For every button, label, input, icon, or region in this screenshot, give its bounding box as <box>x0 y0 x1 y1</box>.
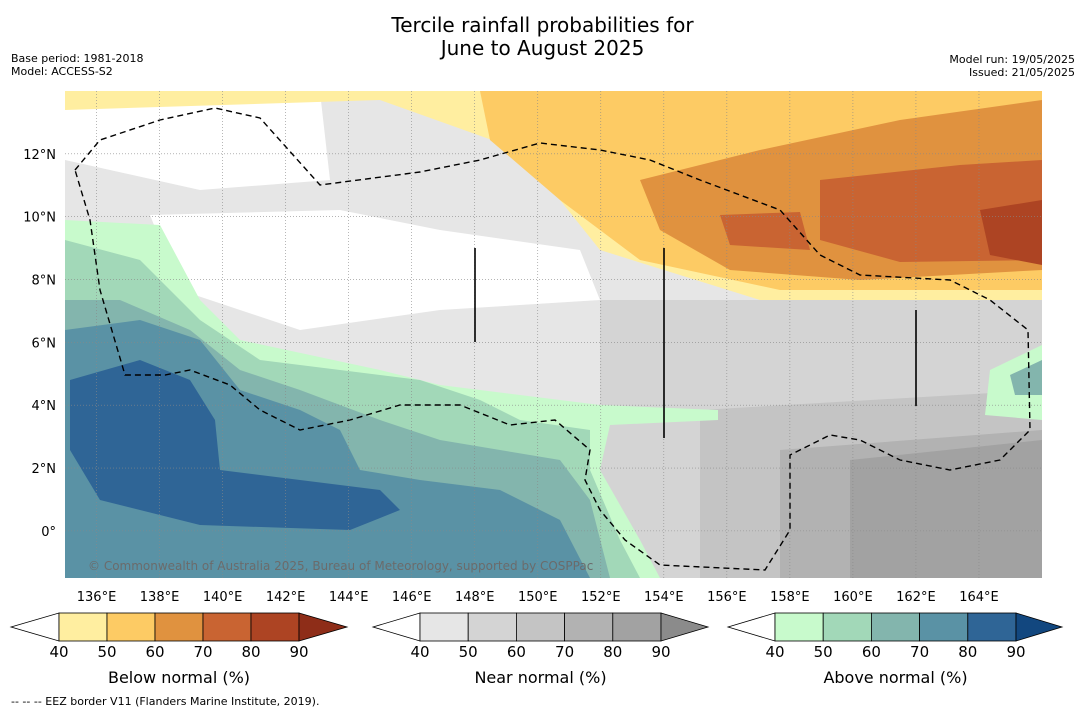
title-line-1: Tercile rainfall probabilities for <box>391 13 694 37</box>
copyright-credit: © Commonwealth of Australia 2025, Bureau… <box>88 559 594 573</box>
issued-text: Issued: 21/05/2025 <box>968 66 1075 79</box>
page-title: Tercile rainfall probabilities for June … <box>0 14 1085 60</box>
colorbar-tick-label: 90 <box>289 643 309 661</box>
colorbar-tick-label: 50 <box>97 643 117 661</box>
longitude-tick-label: 140°E <box>203 590 243 605</box>
colorbar-min-extension <box>9 612 60 642</box>
colorbar-tick-label: 60 <box>861 643 881 661</box>
eez-border <box>74 107 1031 571</box>
longitude-tick-label: 148°E <box>455 590 495 605</box>
colorbar-min-extension <box>726 612 776 642</box>
colorbar-swatch <box>154 612 204 642</box>
colorbar-swatch <box>774 612 824 642</box>
colorbar-tick-label: 80 <box>241 643 261 661</box>
colorbar-tick-label: 80 <box>958 643 978 661</box>
longitude-tick-label: 142°E <box>266 590 306 605</box>
colorbar-swatch <box>822 612 872 642</box>
above-normal-60-region-east <box>1010 360 1042 395</box>
colorbar-tick-label: 70 <box>193 643 213 661</box>
longitude-tick-label: 160°E <box>833 590 873 605</box>
longitude-tick-label: 138°E <box>140 590 180 605</box>
colorbar-tick-label: 90 <box>1006 643 1026 661</box>
latitude-tick-label: 8°N <box>32 274 57 289</box>
colorbar-swatch <box>202 612 252 642</box>
colorbar-title: Near normal (%) <box>474 668 607 687</box>
colorbar-tick-label: 50 <box>458 643 478 661</box>
graticule <box>65 91 1042 578</box>
colorbar-tick-label: 60 <box>145 643 165 661</box>
meta-left: Base period: 1981-2018 Model: ACCESS-S2 <box>11 52 143 78</box>
latitude-tick-labels: 12°N 10°N 8°N 6°N 4°N 2°N 0° <box>23 148 56 540</box>
longitude-tick-label: 136°E <box>77 590 117 605</box>
colorbar-tick-label: 90 <box>651 643 671 661</box>
above-normal-80-region <box>70 360 400 530</box>
below-normal-70-region-2 <box>720 212 810 250</box>
longitude-tick-label: 158°E <box>770 590 810 605</box>
latitude-tick-label: 0° <box>41 525 56 540</box>
colorbar-title: Above normal (%) <box>823 668 968 687</box>
colorbar-tick-label: 40 <box>49 643 69 661</box>
colorbar-tick-label: 70 <box>910 643 930 661</box>
longitude-tick-label: 144°E <box>329 590 369 605</box>
below-normal-80-region <box>980 200 1042 265</box>
colorbar-tick-label: 60 <box>506 643 526 661</box>
latitude-tick-label: 4°N <box>32 399 57 414</box>
colorbar-min-extension <box>371 612 421 642</box>
latitude-tick-label: 2°N <box>32 462 57 477</box>
colorbar-tick-label: 50 <box>813 643 833 661</box>
longitude-tick-label: 156°E <box>707 590 747 605</box>
colorbar-tick-label: 70 <box>555 643 575 661</box>
colorbar-swatch <box>967 612 1017 642</box>
map-field <box>65 91 1042 578</box>
longitude-tick-label: 150°E <box>518 590 558 605</box>
latitude-tick-label: 10°N <box>23 211 56 226</box>
colorbar-max-extension <box>660 612 710 642</box>
longitude-tick-label: 164°E <box>959 590 999 605</box>
colorbar-swatch <box>919 612 969 642</box>
colorbar-tick-label: 40 <box>410 643 430 661</box>
colorbar-swatch <box>612 612 662 642</box>
title-line-2: June to August 2025 <box>440 36 645 60</box>
colorbar-swatch <box>564 612 614 642</box>
longitude-tick-label: 162°E <box>896 590 936 605</box>
longitude-tick-labels: 136°E 138°E 140°E 142°E 144°E 146°E 148°E 150°E… <box>77 590 999 605</box>
model-text: Model: ACCESS-S2 <box>11 65 113 78</box>
no-signal-region-north <box>65 92 330 190</box>
footnote: -- -- -- EEZ border V11 (Flanders Marine… <box>11 695 320 708</box>
colorbar-swatch <box>871 612 921 642</box>
colorbars <box>9 612 1064 642</box>
longitude-tick-label: 146°E <box>392 590 432 605</box>
colorbar-tick-label: 80 <box>603 643 623 661</box>
latitude-tick-label: 12°N <box>23 148 56 163</box>
meta-right: Model run: 19/05/2025 Issued: 21/05/2025 <box>949 53 1075 79</box>
colorbar-swatch <box>250 612 300 642</box>
colorbar-swatch <box>106 612 156 642</box>
longitude-tick-label: 154°E <box>644 590 684 605</box>
colorbar-tick-label: 40 <box>765 643 785 661</box>
colorbar-swatch <box>467 612 517 642</box>
latitude-tick-label: 6°N <box>32 336 57 351</box>
colorbar-swatch <box>419 612 469 642</box>
colorbar-swatch <box>58 612 108 642</box>
colorbar-title: Below normal (%) <box>107 668 251 687</box>
colorbar-swatch <box>516 612 566 642</box>
model-run-text: Model run: 19/05/2025 <box>949 53 1075 66</box>
near-normal-80-region <box>850 440 1042 578</box>
base-period-text: Base period: 1981-2018 <box>11 52 144 65</box>
no-signal-region <box>150 210 600 330</box>
longitude-tick-label: 152°E <box>581 590 621 605</box>
colorbar-max-extension <box>1015 612 1064 642</box>
colorbar-max-extension <box>298 612 349 642</box>
